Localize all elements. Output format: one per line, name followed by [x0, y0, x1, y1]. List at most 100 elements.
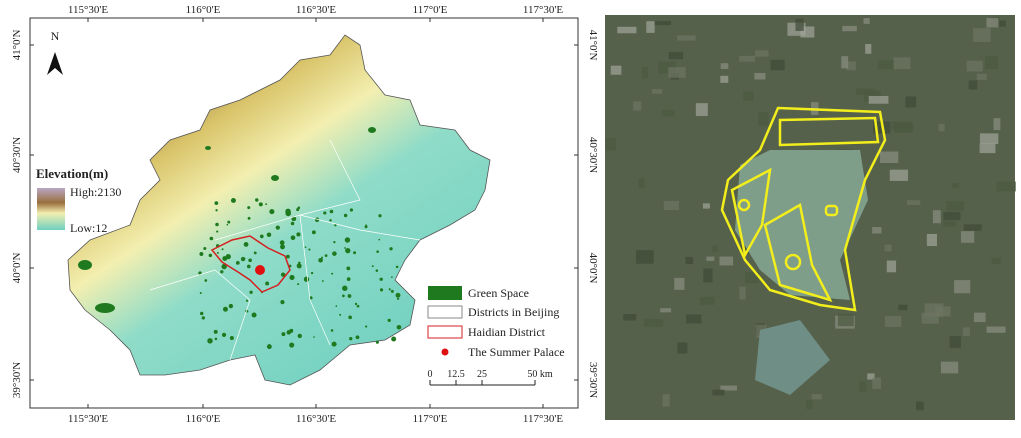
green-patch: [280, 272, 286, 277]
green-patch: [354, 302, 358, 306]
green-patch: [375, 269, 379, 272]
green-patch: [285, 208, 291, 215]
green-patch: [289, 274, 295, 281]
texture-block: [893, 57, 911, 70]
summer-palace-outline: [720, 106, 887, 312]
green-patch: [389, 247, 393, 251]
green-patch: [333, 240, 336, 244]
lon-label: 117°30'E: [523, 413, 563, 425]
texture-block: [867, 373, 875, 380]
green-patch: [296, 208, 300, 212]
texture-block: [952, 182, 960, 188]
green-patch: [332, 251, 337, 256]
texture-block: [973, 312, 986, 323]
lon-label: 115°30'E: [68, 4, 108, 16]
green-patch: [213, 329, 218, 334]
texture-block: [986, 326, 1006, 333]
green-patch: [247, 206, 251, 210]
lake: [755, 320, 830, 395]
legend-swatch: [427, 305, 463, 319]
green-patch: [346, 266, 351, 271]
texture-block: [907, 200, 921, 205]
green-patch: [304, 246, 307, 249]
texture-block: [884, 316, 902, 327]
green-patch: [321, 256, 324, 259]
green-patch: [228, 303, 234, 309]
green-patch: [311, 230, 316, 235]
texture-block: [720, 385, 737, 391]
green-patch: [378, 214, 382, 218]
texture-block: [842, 25, 857, 32]
green-patch: [303, 276, 310, 282]
texture-block: [651, 89, 663, 94]
green-patch: [259, 234, 264, 239]
green-patch: [309, 296, 313, 300]
lat-label: 39°30'N: [587, 362, 599, 398]
texture-block: [889, 169, 909, 181]
legend-label: Green Space: [468, 286, 529, 300]
texture-block: [661, 109, 675, 117]
texture-block: [623, 314, 637, 321]
haidian-outline: [210, 235, 291, 293]
texture-block: [668, 51, 684, 60]
texture-block: [654, 20, 672, 26]
green-patch: [245, 299, 249, 302]
texture-block: [711, 245, 719, 252]
green-patch: [329, 219, 332, 222]
green-patch: [364, 225, 368, 229]
green-patch: [329, 209, 334, 214]
green-patch: [243, 242, 249, 247]
texture-block: [703, 268, 713, 283]
texture-block: [646, 21, 655, 33]
green-patch: [353, 251, 357, 255]
texture-block: [739, 55, 755, 62]
green-patch: [258, 202, 263, 207]
texture-block: [635, 250, 654, 264]
texture-block: [712, 389, 725, 396]
green-patch: [310, 271, 314, 275]
texture-block: [868, 96, 889, 104]
green-patch: [349, 336, 353, 341]
green-patch: [269, 209, 275, 215]
lon-label: 116°30'E: [296, 4, 336, 16]
texture-block: [905, 96, 917, 108]
green-patch: [345, 248, 351, 254]
green-patch: [308, 248, 311, 251]
legend-label: The Summer Palace: [468, 345, 565, 359]
green-patch: [289, 342, 295, 348]
scale-bar: [429, 380, 536, 386]
green-patch: [395, 292, 401, 298]
texture-block: [879, 151, 899, 163]
green-space-patches: [78, 127, 402, 350]
texture-block: [699, 296, 715, 305]
texture-block: [979, 133, 999, 145]
green-patch: [355, 335, 360, 340]
texture-block: [943, 211, 961, 221]
texture-block: [638, 178, 645, 189]
texture-block: [743, 91, 754, 101]
green-patch: [201, 316, 206, 320]
green-patch: [265, 281, 270, 286]
texture-block: [960, 231, 975, 243]
green-patch: [266, 344, 272, 350]
lon-label: 116°0'E: [186, 413, 221, 425]
green-patch: [347, 294, 352, 298]
green-patch: [343, 213, 348, 218]
green-patch: [365, 325, 368, 328]
texture-block: [841, 56, 849, 69]
green-patch: [225, 254, 231, 260]
texture-block: [677, 35, 696, 41]
texture-block: [702, 203, 710, 209]
texture-block: [865, 44, 872, 54]
texture-block: [745, 271, 760, 284]
green-patch: [297, 264, 302, 269]
green-patch: [349, 208, 354, 212]
green-patch: [291, 216, 297, 222]
green-patch: [376, 250, 379, 253]
texture-block: [996, 181, 1016, 192]
green-patch: [388, 288, 391, 291]
texture-block: [660, 308, 672, 313]
texture-block: [966, 60, 983, 72]
texture-block: [999, 20, 1006, 27]
green-patch: [297, 333, 302, 339]
